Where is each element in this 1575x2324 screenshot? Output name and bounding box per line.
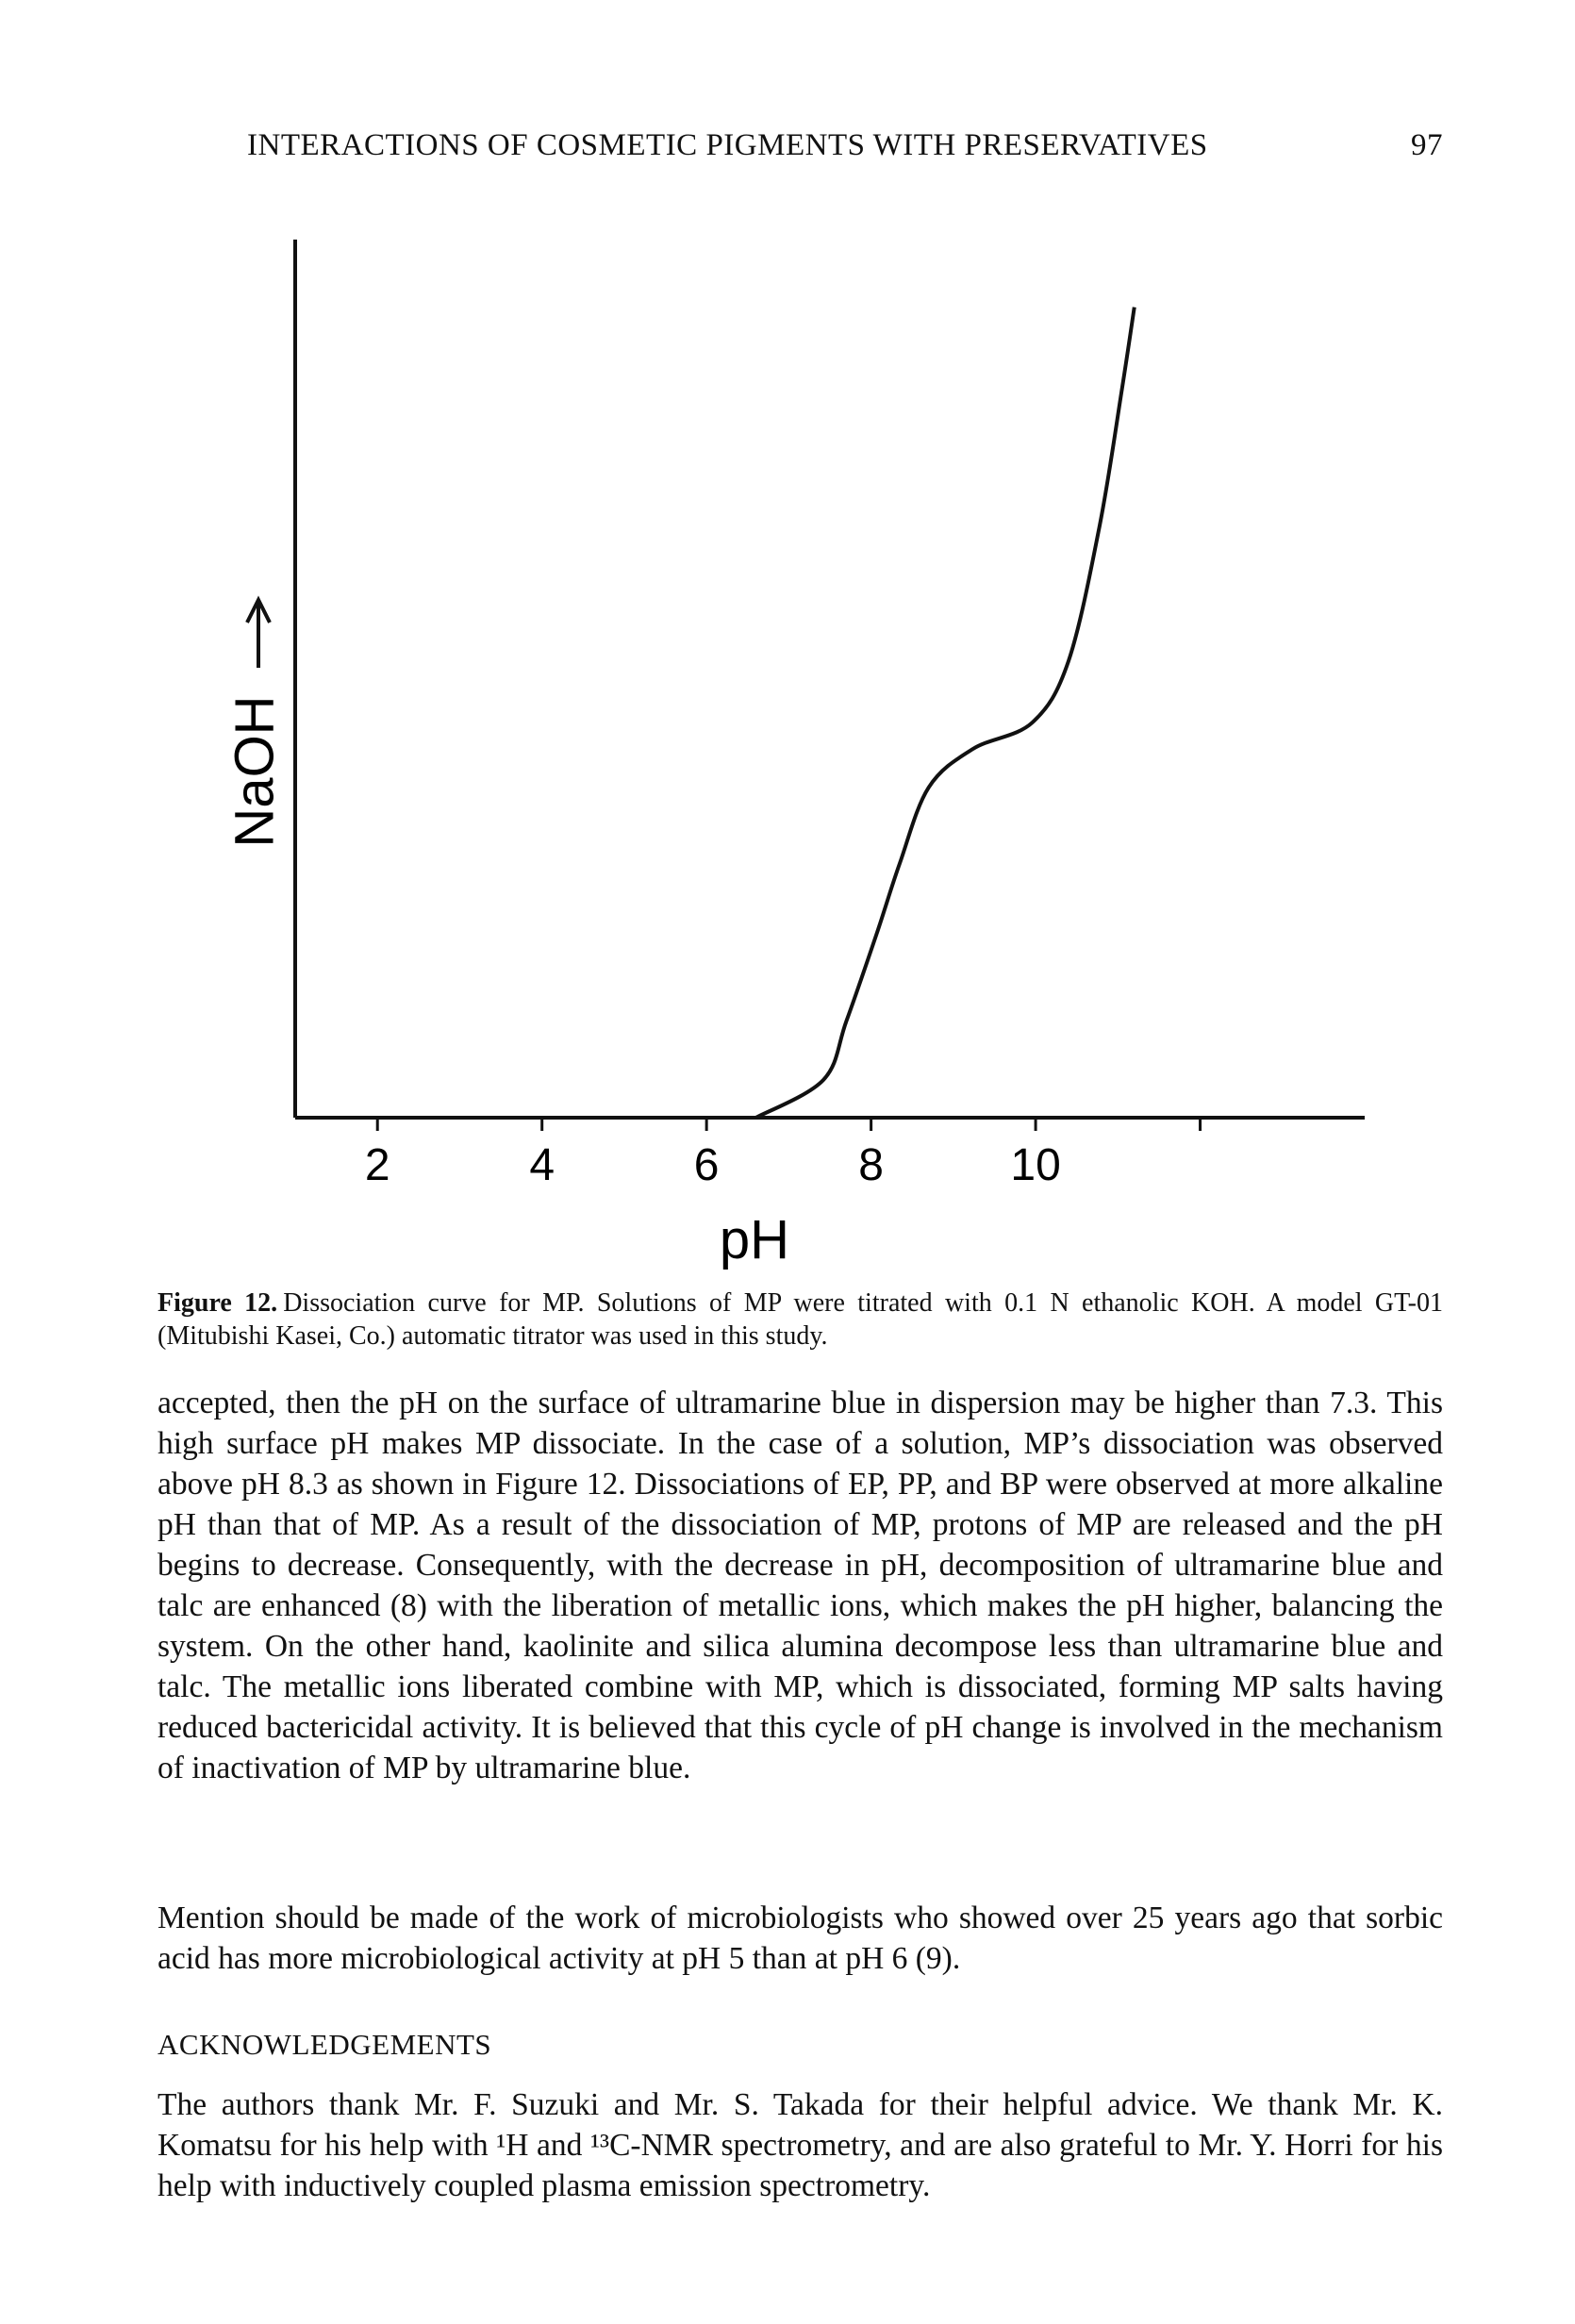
x-axis-label: pH (720, 1209, 789, 1270)
caption-label: Figure 12. (158, 1288, 278, 1318)
paragraph: Mention should be made of the work of mi… (158, 1901, 1443, 1976)
header-title: INTERACTIONS OF COSMETIC PIGMENTS WITH P… (247, 128, 1208, 162)
x-tick-label: 10 (1010, 1140, 1060, 1190)
chart: NaOH 2 4 6 8 10 pH (224, 240, 1365, 1270)
titration-curve (754, 307, 1136, 1120)
section-heading: ACKNOWLEDGEMENTS (158, 2028, 492, 2061)
x-tick-label: 4 (529, 1140, 555, 1190)
x-tick-label: 8 (858, 1140, 884, 1190)
axis-arrowhead (245, 595, 272, 623)
paragraph: The authors thank Mr. F. Suzuki and Mr. … (158, 2087, 1443, 2203)
y-axis-label: NaOH (224, 695, 285, 847)
caption-text: Dissociation curve for MP. Solutions of … (158, 1288, 1444, 1351)
x-tick-label: 6 (694, 1140, 720, 1190)
paragraph: accepted, then the pH on the surface of … (158, 1386, 1443, 1785)
page-number: 97 (1411, 128, 1443, 162)
figure-caption: Figure 12. Dissociation curve for MP. Sol… (158, 1286, 1443, 1353)
x-tick-label: 2 (365, 1140, 390, 1190)
running-header: INTERACTIONS OF COSMETIC PIGMENTS WITH P… (247, 128, 1443, 163)
